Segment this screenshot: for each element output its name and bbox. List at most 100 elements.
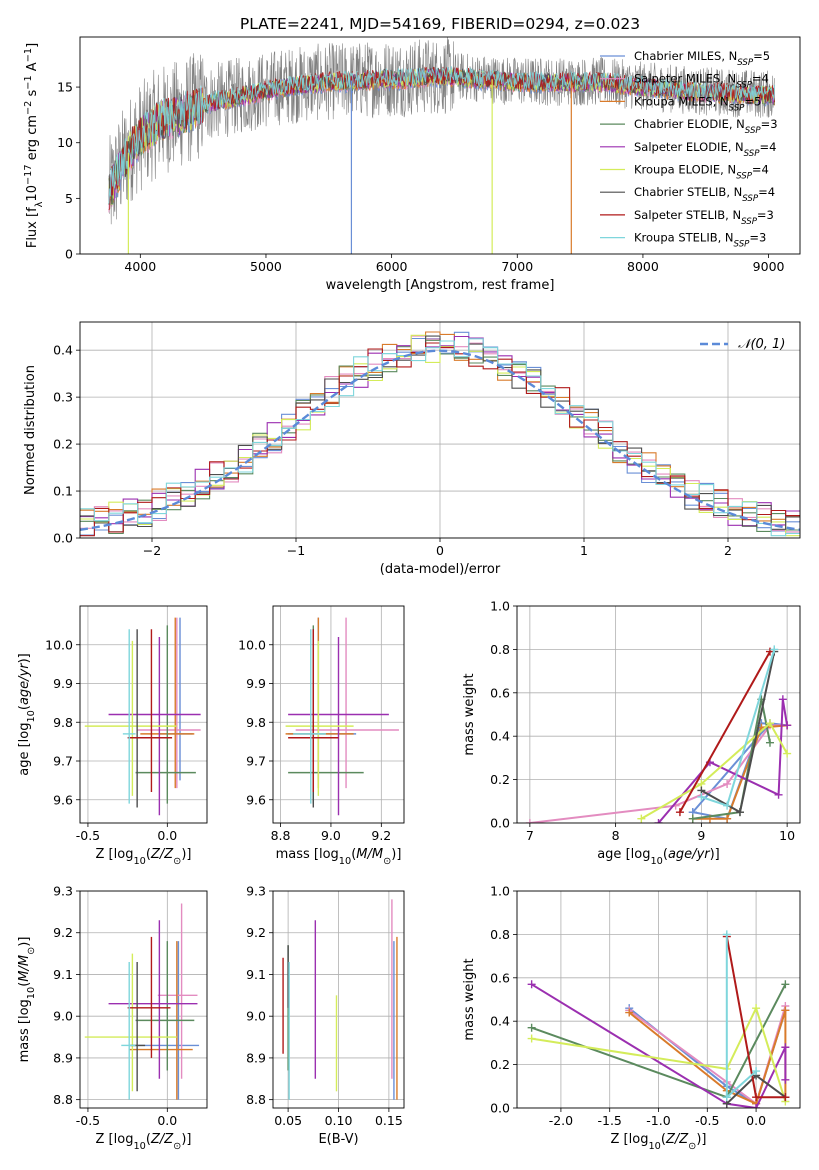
weight-marker: [781, 1075, 790, 1084]
weight-marker: [723, 814, 732, 823]
y-tick-label: 1.0: [490, 599, 510, 614]
y-tick-label: 10.0: [238, 637, 266, 652]
weight-marker: [778, 695, 787, 704]
histogram-step: [80, 335, 800, 533]
weight-marker: [697, 792, 706, 801]
y-tick-label: 0.8: [490, 642, 510, 657]
y-tick-label: 9.0: [53, 1009, 73, 1024]
weight-marker: [525, 819, 534, 823]
legend-entry: Chabrier ELODIE, NSSP=3: [634, 117, 778, 136]
weight-marker: [783, 749, 792, 758]
y-tick-label: 9.9: [246, 676, 266, 691]
axes-frame: [79, 605, 208, 824]
x-axis-label: Z [log10(Z/Z⊙)]: [96, 1132, 192, 1152]
y-tick-label: 8.9: [53, 1050, 73, 1065]
y-tick-label: 9.3: [53, 884, 73, 899]
weight-marker: [765, 738, 774, 747]
y-axis-label: mass weight: [462, 958, 477, 1040]
panel-residuals: −2 −1 0 1 2 0.0 0.1 0.2 0.3 0.4 𝒩(0, 1) (data-model…: [23, 321, 801, 577]
panel-mass-vs-EBV: 0.05 0.10 0.15 8.8 8.9 9.0 9.1 9.2 9.3 E(B-V): [246, 884, 405, 1147]
axes-frame: [516, 605, 801, 824]
legend-entry: Salpeter MILES, NSSP=4: [634, 72, 769, 91]
weight-line: [692, 698, 771, 820]
weight-marker: [688, 814, 697, 823]
weight-marker: [735, 808, 744, 817]
x-tick-label: −1: [287, 543, 305, 558]
y-axis-label: mass weight: [462, 673, 477, 755]
y-tick-label: 9.2: [246, 925, 266, 940]
x-tick-label: 0.10: [325, 1113, 353, 1128]
weight-line: [640, 722, 788, 820]
weight-marker: [752, 1093, 761, 1102]
weight-marker: [770, 645, 779, 654]
panel-spectrum: 4000 5000 6000 7000 8000 9000 0 5 10 15 Chabrier M…: [23, 36, 801, 293]
x-axis-label: (data-model)/error: [380, 562, 501, 577]
x-tick-label: 7000: [501, 259, 533, 274]
axes-frame: [272, 890, 405, 1109]
y-tick-label: 9.0: [246, 1009, 266, 1024]
y-tick-label: 5: [65, 191, 73, 206]
plot-area: [273, 891, 404, 1108]
x-tick-label: 1: [580, 543, 588, 558]
x-axis-label: Z [log10(Z/Z⊙)]: [96, 847, 192, 867]
x-tick-label: 4000: [124, 259, 156, 274]
weight-marker: [781, 980, 790, 989]
weight-marker: [774, 790, 783, 799]
legend-entry: Salpeter STELIB, NSSP=3: [634, 208, 774, 227]
y-tick-label: 9.2: [53, 925, 73, 940]
y-tick-label: 0.4: [490, 729, 510, 744]
x-tick-label: 0: [436, 543, 444, 558]
weight-marker: [637, 814, 646, 823]
y-tick-label: 0.0: [490, 1101, 510, 1116]
panel-weight-vs-age: 7 8 9 10 0.0 0.2 0.4 0.6 0.8 1.0 age [log10(age/yr…: [462, 599, 801, 867]
panel-age-vs-mass: 8.8 9.0 9.2 9.6 9.7 9.8 9.9 10.0 mass [log10(M/M…: [238, 605, 405, 867]
weight-line: [531, 983, 787, 1108]
x-tick-label: -0.5: [695, 1113, 719, 1128]
axes-frame: [79, 890, 208, 1109]
x-axis-label: age [log10(age/yr)]: [597, 847, 720, 867]
axes-frame: [272, 605, 405, 824]
model-spectrum-line: [108, 66, 776, 211]
y-tick-label: 9.8: [246, 715, 266, 730]
weight-marker: [722, 930, 731, 939]
weight-marker: [675, 808, 684, 817]
weight-marker: [654, 819, 663, 823]
plot-area: [108, 37, 776, 254]
y-tick-label: 9.9: [53, 676, 73, 691]
weight-line: [692, 724, 788, 820]
plot-area: [80, 322, 800, 538]
y-axis-label: Flux [fλ10−17 erg cm−2 s−1 A−1]: [23, 43, 45, 248]
weight-marker: [527, 1034, 536, 1043]
x-tick-label: 0.0: [746, 1113, 766, 1128]
weight-marker: [527, 980, 536, 989]
weight-line: [679, 651, 771, 813]
weight-marker: [625, 1008, 634, 1017]
y-tick-label: 0.0: [53, 531, 73, 546]
legend-entry: Salpeter ELODIE, NSSP=4: [634, 140, 776, 159]
axes-frame: [79, 321, 801, 539]
y-tick-label: 9.6: [246, 792, 266, 807]
weight-marker: [752, 1067, 761, 1076]
model-spectrum-line: [108, 66, 776, 204]
x-axis-label: Z [log10(Z/Z⊙)]: [611, 1132, 707, 1152]
y-tick-label: 9.8: [53, 715, 73, 730]
x-tick-label: 0.15: [375, 1113, 403, 1128]
x-tick-label: 5000: [250, 259, 282, 274]
legend-entry: Kroupa ELODIE, NSSP=4: [634, 163, 769, 182]
x-tick-label: 7: [526, 828, 534, 843]
legend-entry: Kroupa STELIB, NSSP=3: [634, 231, 766, 250]
legend-entry: Kroupa MILES, NSSP=5: [634, 94, 761, 113]
axes-frame: [79, 36, 801, 255]
y-tick-label: 9.7: [246, 754, 266, 769]
x-tick-label: 8000: [627, 259, 659, 274]
x-tick-label: 9000: [753, 259, 785, 274]
weight-marker: [781, 1043, 790, 1052]
y-axis-label: Normed distribution: [23, 365, 38, 495]
y-tick-label: 9.1: [53, 967, 73, 982]
x-tick-label: -2.0: [549, 1113, 573, 1128]
x-tick-label: −2: [143, 543, 161, 558]
x-tick-label: 0.0: [157, 828, 177, 843]
x-tick-label: 6000: [376, 259, 408, 274]
gaussian-curve: [80, 349, 800, 531]
